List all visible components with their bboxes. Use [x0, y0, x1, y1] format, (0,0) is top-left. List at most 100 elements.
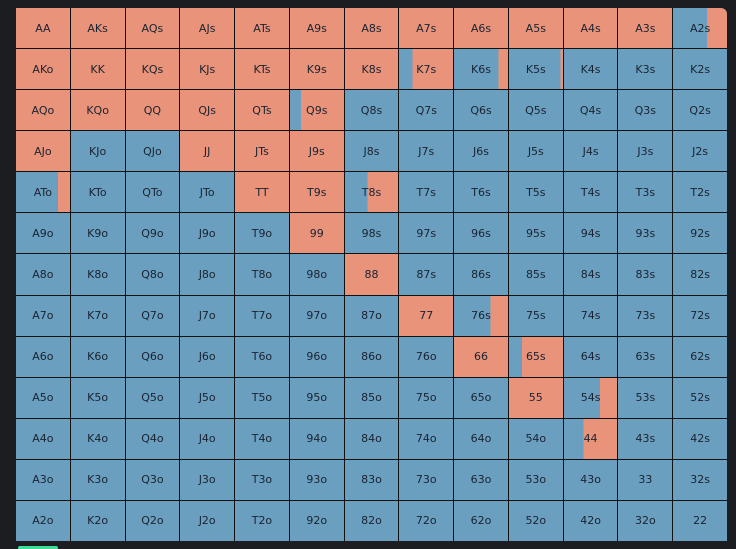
hand-cell[interactable]: AKo [16, 49, 70, 90]
hand-cell[interactable]: K5s [508, 49, 563, 90]
hand-cell[interactable]: K7o [70, 295, 125, 336]
hand-cell[interactable]: T7s [399, 172, 454, 213]
hand-cell[interactable]: K7s [399, 49, 454, 90]
hand-cell[interactable]: A5s [508, 8, 563, 49]
hand-cell[interactable]: 73o [399, 459, 454, 500]
hand-cell[interactable]: 94s [563, 213, 618, 254]
hand-cell[interactable]: 82o [344, 500, 399, 541]
hand-cell[interactable]: Q4o [125, 418, 180, 459]
hand-cell[interactable]: 85o [344, 377, 399, 418]
hand-cell[interactable]: K9s [289, 49, 344, 90]
hand-cell[interactable]: T8s [344, 172, 399, 213]
hand-cell[interactable]: 64s [563, 336, 618, 377]
hand-cell[interactable]: Q2s [673, 90, 727, 131]
hand-cell[interactable]: K6s [454, 49, 508, 90]
hand-cell[interactable]: KJo [70, 131, 125, 172]
hand-cell[interactable]: A3s [618, 8, 673, 49]
hand-cell[interactable]: A3o [16, 459, 70, 500]
hand-cell[interactable]: A4o [16, 418, 70, 459]
hand-cell[interactable]: T3s [618, 172, 673, 213]
hand-cell[interactable]: J3o [180, 459, 235, 500]
hand-cell[interactable]: 92o [289, 500, 344, 541]
hand-cell[interactable]: 53s [618, 377, 673, 418]
hand-cell[interactable]: J3s [618, 131, 673, 172]
hand-cell[interactable]: A7o [16, 295, 70, 336]
hand-cell[interactable]: Q6s [454, 90, 508, 131]
hand-cell[interactable]: 54s [563, 377, 618, 418]
hand-cell[interactable]: 76o [399, 336, 454, 377]
hand-cell[interactable]: T3o [235, 459, 289, 500]
hand-cell[interactable]: 63s [618, 336, 673, 377]
hand-cell[interactable]: 98o [289, 254, 344, 295]
hand-cell[interactable]: 66 [454, 336, 508, 377]
hand-cell[interactable]: A5o [16, 377, 70, 418]
hand-cell[interactable]: 63o [454, 459, 508, 500]
hand-cell[interactable]: A8o [16, 254, 70, 295]
hand-cell[interactable]: A2s [673, 8, 727, 49]
hand-cell[interactable]: AQs [125, 8, 180, 49]
hand-cell[interactable]: Q8o [125, 254, 180, 295]
hand-cell[interactable]: K5o [70, 377, 125, 418]
hand-cell[interactable]: Q4s [563, 90, 618, 131]
hand-cell[interactable]: 86s [454, 254, 508, 295]
hand-cell[interactable]: 95o [289, 377, 344, 418]
hand-cell[interactable]: K3s [618, 49, 673, 90]
hand-cell[interactable]: T6o [235, 336, 289, 377]
hand-cell[interactable]: AA [16, 8, 70, 49]
hand-cell[interactable]: J5s [508, 131, 563, 172]
hand-cell[interactable]: J8s [344, 131, 399, 172]
hand-cell[interactable]: 88 [344, 254, 399, 295]
hand-cell[interactable]: K6o [70, 336, 125, 377]
hand-cell[interactable]: 73s [618, 295, 673, 336]
hand-cell[interactable]: 83s [618, 254, 673, 295]
hand-cell[interactable]: A8s [344, 8, 399, 49]
hand-cell[interactable]: QTs [235, 90, 289, 131]
hand-cell[interactable]: Q9o [125, 213, 180, 254]
hand-cell[interactable]: J5o [180, 377, 235, 418]
hand-cell[interactable]: 74o [399, 418, 454, 459]
hand-cell[interactable]: 52s [673, 377, 727, 418]
hand-cell[interactable]: QQ [125, 90, 180, 131]
hand-cell[interactable]: TT [235, 172, 289, 213]
hand-cell[interactable]: 74s [563, 295, 618, 336]
hand-cell[interactable]: 33 [618, 459, 673, 500]
hand-cell[interactable]: AKs [70, 8, 125, 49]
hand-cell[interactable]: 65s [508, 336, 563, 377]
hand-cell[interactable]: Q5o [125, 377, 180, 418]
hand-cell[interactable]: A6s [454, 8, 508, 49]
hand-cell[interactable]: T9o [235, 213, 289, 254]
hand-cell[interactable]: 83o [344, 459, 399, 500]
hand-cell[interactable]: K4o [70, 418, 125, 459]
hand-cell[interactable]: A9o [16, 213, 70, 254]
hand-cell[interactable]: ATs [235, 8, 289, 49]
hand-cell[interactable]: 96o [289, 336, 344, 377]
hand-cell[interactable]: 94o [289, 418, 344, 459]
hand-cell[interactable]: T8o [235, 254, 289, 295]
hand-cell[interactable]: KJs [180, 49, 235, 90]
hand-cell[interactable]: Q5s [508, 90, 563, 131]
hand-cell[interactable]: A9s [289, 8, 344, 49]
hand-cell[interactable]: Q3s [618, 90, 673, 131]
hand-cell[interactable]: 85s [508, 254, 563, 295]
hand-cell[interactable]: AQo [16, 90, 70, 131]
hand-cell[interactable]: KTs [235, 49, 289, 90]
hand-cell[interactable]: T6s [454, 172, 508, 213]
hand-cell[interactable]: AJs [180, 8, 235, 49]
hand-cell[interactable]: QJs [180, 90, 235, 131]
hand-cell[interactable]: 72s [673, 295, 727, 336]
hand-cell[interactable]: T5o [235, 377, 289, 418]
hand-cell[interactable]: QJo [125, 131, 180, 172]
hand-cell[interactable]: K3o [70, 459, 125, 500]
hand-cell[interactable]: 77 [399, 295, 454, 336]
hand-cell[interactable]: KQo [70, 90, 125, 131]
hand-cell[interactable]: 87s [399, 254, 454, 295]
hand-cell[interactable]: 84o [344, 418, 399, 459]
hand-cell[interactable]: J6s [454, 131, 508, 172]
hand-cell[interactable]: J7o [180, 295, 235, 336]
hand-cell[interactable]: T7o [235, 295, 289, 336]
hand-cell[interactable]: KK [70, 49, 125, 90]
hand-cell[interactable]: J2o [180, 500, 235, 541]
hand-cell[interactable]: K4s [563, 49, 618, 90]
hand-cell[interactable]: JTs [235, 131, 289, 172]
hand-cell[interactable]: 72o [399, 500, 454, 541]
